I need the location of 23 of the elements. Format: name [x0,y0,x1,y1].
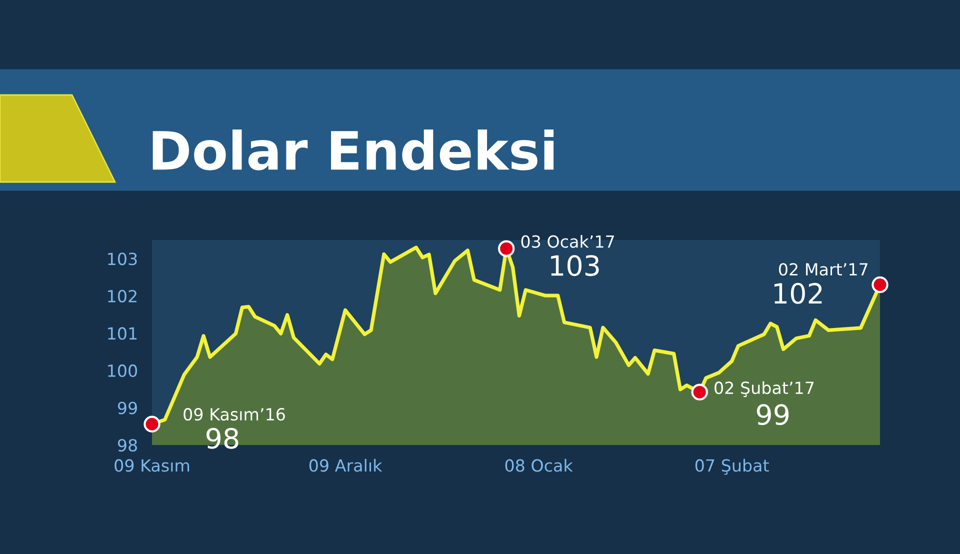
annotation: 02 Şubat’17 [714,381,814,398]
x-tick-label: 08 Ocak [505,458,573,472]
x-tick-label: 09 Aralık [309,458,382,472]
annotation: 02 Mart’17 [779,263,868,276]
y-tick-label: 100 [108,364,138,378]
point [144,416,160,432]
point [872,276,888,294]
annotation: 03 Ocak’17 [521,234,614,248]
x-tick-label: 09 Kasım [114,459,190,472]
chart-title: Dolar Endeksi [152,129,554,170]
annotation: 98 [206,428,238,449]
y-tick-label: 99 [118,402,137,414]
annotation: 103 [551,255,599,276]
annotation: 102 [774,282,822,304]
y-tick-label: 98 [118,438,137,452]
point [691,384,708,400]
y-tick-label: 102 [108,290,136,302]
y-tick-label: 103 [108,252,137,266]
point [498,240,515,257]
x-tick-label: 07 Şubat [695,458,769,475]
y-tick-label: 101 [108,327,137,340]
annotation: 09 Kasım’16 [184,408,285,421]
annotation: 99 [756,404,789,426]
